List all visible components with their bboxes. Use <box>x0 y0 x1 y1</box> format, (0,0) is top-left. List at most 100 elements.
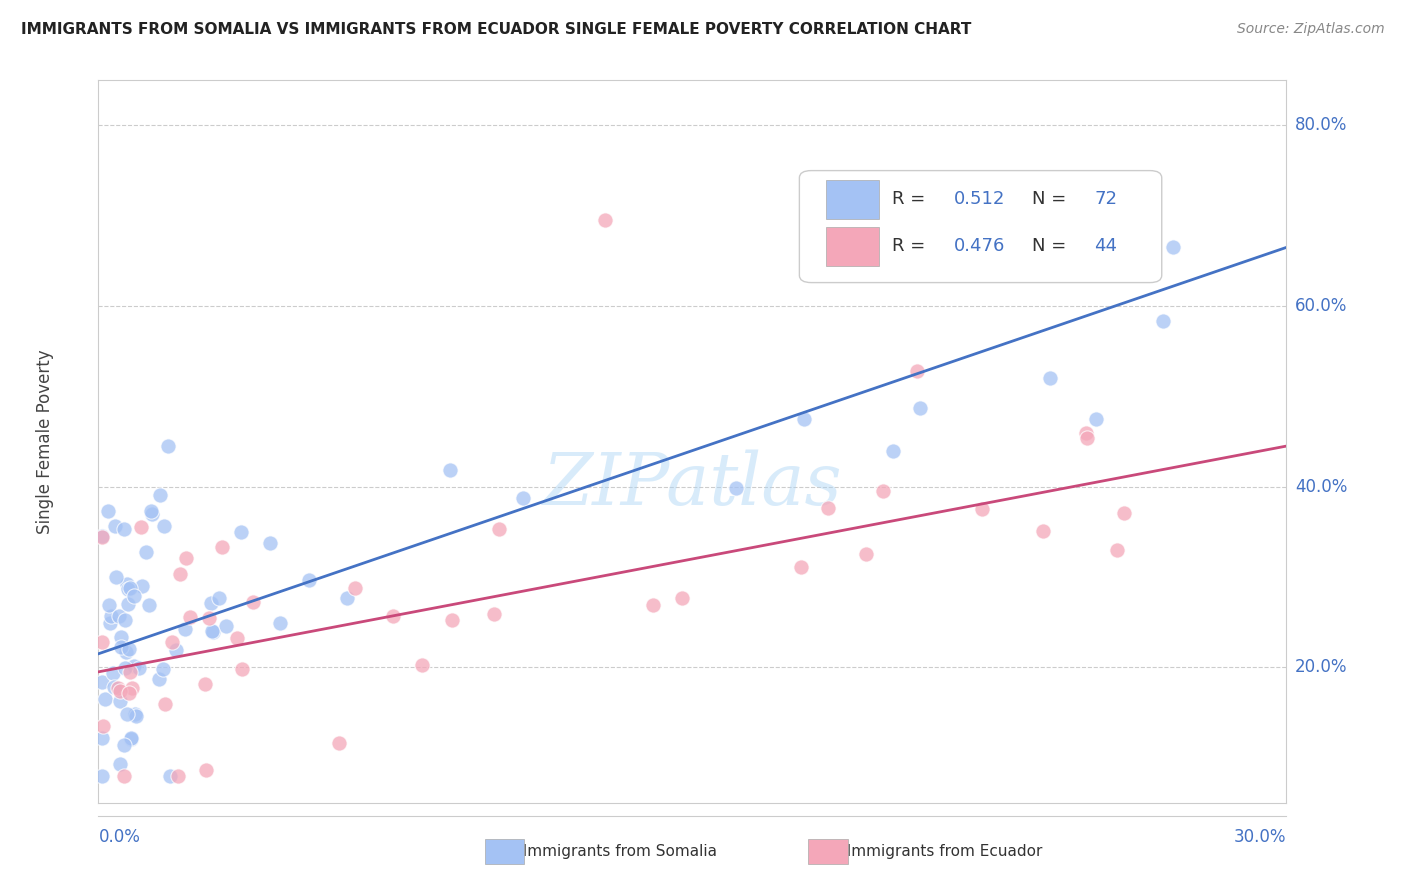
Point <box>595 213 617 227</box>
Point <box>152 662 174 676</box>
Point <box>166 769 188 783</box>
Text: R =: R = <box>891 191 931 209</box>
Point <box>328 736 350 750</box>
Point <box>1161 239 1184 253</box>
Text: N =: N = <box>1032 237 1073 255</box>
Point <box>440 613 463 627</box>
Point <box>905 364 928 378</box>
Point <box>269 615 291 630</box>
Text: 40.0%: 40.0% <box>1295 478 1347 496</box>
Point <box>121 732 143 747</box>
Point <box>108 609 131 624</box>
Point <box>439 463 461 477</box>
Point <box>115 645 138 659</box>
Point <box>1142 257 1164 271</box>
FancyBboxPatch shape <box>800 170 1161 283</box>
Point <box>97 504 120 518</box>
Point <box>110 756 132 771</box>
Point <box>100 608 122 623</box>
Point <box>671 591 693 606</box>
Point <box>91 719 114 733</box>
Point <box>114 613 136 627</box>
Point <box>201 625 224 640</box>
Point <box>125 709 148 723</box>
Text: Single Female Poverty: Single Female Poverty <box>37 350 53 533</box>
Point <box>179 610 201 624</box>
Point <box>725 481 748 495</box>
Point <box>259 536 281 550</box>
Point <box>229 525 252 540</box>
Text: 30.0%: 30.0% <box>1234 828 1286 846</box>
Text: 20.0%: 20.0% <box>1295 658 1347 676</box>
Point <box>94 692 117 706</box>
Point <box>1076 426 1098 441</box>
Point <box>1039 371 1062 385</box>
Point <box>118 665 141 679</box>
Text: 72: 72 <box>1094 191 1116 209</box>
Point <box>131 520 153 534</box>
Point <box>908 401 931 415</box>
Point <box>117 582 139 596</box>
Point <box>110 640 132 655</box>
Point <box>1085 412 1108 426</box>
Point <box>114 661 136 675</box>
Point <box>1152 314 1174 328</box>
Point <box>135 544 157 558</box>
Point <box>231 662 253 676</box>
Text: ZIPatlas: ZIPatlas <box>543 450 842 520</box>
Point <box>1032 524 1054 539</box>
Point <box>139 504 162 518</box>
Text: Source: ZipAtlas.com: Source: ZipAtlas.com <box>1237 22 1385 37</box>
Point <box>131 579 153 593</box>
Point <box>91 531 114 545</box>
Text: R =: R = <box>891 237 931 255</box>
Point <box>121 681 143 696</box>
Point <box>488 522 510 536</box>
Point <box>122 659 145 673</box>
Point <box>174 550 197 565</box>
Point <box>165 643 187 657</box>
Point <box>117 597 139 611</box>
Point <box>115 577 138 591</box>
Point <box>148 673 170 687</box>
Point <box>103 666 125 681</box>
Point <box>411 658 433 673</box>
Text: Immigrants from Somalia: Immigrants from Somalia <box>513 845 717 859</box>
Point <box>1107 542 1129 557</box>
Point <box>336 591 359 606</box>
Point <box>160 635 183 649</box>
Point <box>482 607 505 621</box>
Point <box>108 694 131 708</box>
Point <box>855 547 877 561</box>
Point <box>91 675 114 690</box>
Point <box>148 488 170 502</box>
Point <box>194 763 217 777</box>
Point <box>107 681 129 696</box>
Point <box>108 684 131 698</box>
Point <box>174 622 197 636</box>
Point <box>112 522 135 536</box>
Point <box>382 609 405 624</box>
Point <box>817 500 839 515</box>
Point <box>112 769 135 783</box>
Point <box>201 624 224 638</box>
Point <box>122 589 145 603</box>
Point <box>641 598 664 612</box>
Point <box>200 595 222 609</box>
Point <box>120 731 142 746</box>
Point <box>512 491 534 505</box>
Point <box>882 443 904 458</box>
Point <box>112 739 135 753</box>
Point <box>872 483 894 498</box>
Point <box>103 519 125 533</box>
Point <box>343 581 366 595</box>
Point <box>169 567 191 582</box>
Text: 80.0%: 80.0% <box>1295 117 1347 135</box>
Point <box>91 635 114 649</box>
Point <box>115 707 138 722</box>
Text: N =: N = <box>1032 191 1073 209</box>
Point <box>128 661 150 675</box>
Point <box>790 559 813 574</box>
Point <box>208 591 231 605</box>
Point <box>124 706 146 721</box>
